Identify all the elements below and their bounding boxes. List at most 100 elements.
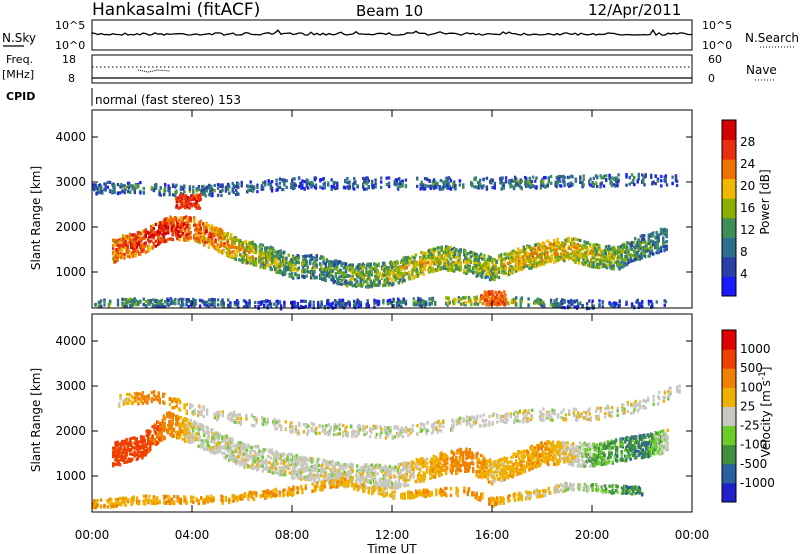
data-cell bbox=[198, 240, 201, 245]
data-cell bbox=[247, 254, 250, 259]
data-cell bbox=[452, 255, 456, 259]
nsky-trace bbox=[91, 28, 693, 37]
data-cell bbox=[309, 300, 312, 304]
data-cell bbox=[389, 271, 393, 275]
data-cell bbox=[501, 176, 504, 180]
data-cell bbox=[128, 186, 131, 190]
data-cell bbox=[98, 302, 102, 307]
data-cell bbox=[652, 234, 655, 238]
data-cell bbox=[521, 267, 524, 271]
data-cell bbox=[520, 179, 523, 183]
data-cell bbox=[457, 300, 460, 304]
data-cell bbox=[630, 243, 633, 247]
data-cell bbox=[542, 182, 545, 186]
data-cell bbox=[550, 248, 554, 253]
data-cell bbox=[192, 191, 195, 195]
data-cell bbox=[574, 179, 577, 183]
data-cell bbox=[269, 266, 272, 270]
data-cell bbox=[171, 193, 175, 197]
data-cell bbox=[187, 227, 190, 231]
data-cell bbox=[315, 263, 318, 267]
feature-cell bbox=[197, 198, 201, 202]
data-cell bbox=[142, 190, 145, 194]
data-cell bbox=[479, 252, 483, 256]
data-cell bbox=[417, 296, 420, 300]
data-cell bbox=[550, 245, 554, 249]
data-cell bbox=[119, 446, 123, 450]
data-cell bbox=[429, 256, 432, 260]
data-cell bbox=[181, 224, 185, 228]
data-cell bbox=[269, 184, 273, 188]
data-cell bbox=[571, 241, 574, 245]
data-cell bbox=[403, 279, 406, 283]
data-cell bbox=[333, 263, 336, 267]
data-cell bbox=[216, 183, 220, 187]
colorbar-tick-label: 4 bbox=[740, 267, 748, 281]
data-cell bbox=[144, 230, 147, 234]
data-cell bbox=[599, 185, 602, 189]
data-cell bbox=[361, 268, 365, 272]
data-cell bbox=[412, 303, 415, 307]
data-cell bbox=[137, 302, 140, 307]
data-cell bbox=[665, 228, 668, 232]
data-cell bbox=[104, 185, 107, 189]
data-cell bbox=[170, 227, 173, 231]
data-cell bbox=[123, 445, 126, 449]
feature-cell bbox=[186, 204, 189, 208]
data-cell bbox=[642, 180, 645, 184]
feature-cell bbox=[485, 292, 488, 296]
data-cell bbox=[549, 174, 553, 179]
data-cell bbox=[557, 258, 560, 262]
data-cell bbox=[557, 176, 561, 180]
data-cell bbox=[372, 184, 375, 188]
feature-cell bbox=[491, 299, 495, 303]
data-cell bbox=[403, 258, 406, 262]
data-cell bbox=[115, 454, 118, 458]
data-cell bbox=[578, 252, 582, 256]
data-cell bbox=[108, 301, 112, 305]
data-cell bbox=[121, 453, 124, 457]
data-cell bbox=[654, 174, 657, 178]
data-cell bbox=[167, 219, 170, 223]
data-cell bbox=[416, 274, 420, 278]
data-cell bbox=[464, 258, 467, 262]
data-cell bbox=[193, 220, 196, 224]
data-cell bbox=[546, 254, 549, 258]
data-cell bbox=[601, 305, 604, 309]
feature-cell bbox=[190, 194, 193, 198]
data-cell bbox=[353, 299, 356, 303]
data-cell bbox=[124, 455, 127, 460]
data-cell bbox=[564, 256, 567, 260]
data-cell bbox=[403, 267, 406, 271]
data-cell bbox=[626, 256, 629, 260]
data-cell bbox=[303, 186, 306, 190]
data-cell bbox=[116, 251, 119, 255]
data-cell bbox=[543, 305, 546, 309]
data-cell bbox=[216, 303, 220, 307]
data-cell bbox=[535, 265, 538, 269]
data-cell bbox=[422, 272, 425, 277]
data-cell bbox=[401, 280, 404, 284]
data-cell bbox=[622, 245, 626, 249]
data-cell bbox=[314, 183, 318, 187]
data-cell bbox=[495, 275, 498, 279]
data-cell bbox=[254, 257, 258, 261]
data-cell bbox=[634, 237, 637, 241]
data-cell bbox=[198, 304, 202, 308]
data-cell bbox=[113, 452, 116, 456]
y-tick-label: 2000 bbox=[55, 220, 86, 234]
data-cell bbox=[475, 295, 478, 299]
data-cell bbox=[485, 296, 489, 300]
data-cell bbox=[99, 305, 103, 309]
data-cell bbox=[556, 181, 559, 185]
data-cell bbox=[567, 253, 570, 257]
data-cell bbox=[471, 184, 474, 188]
data-cell bbox=[151, 302, 154, 306]
station-title: Hankasalmi (fitACF) bbox=[92, 0, 260, 20]
data-cell bbox=[201, 299, 204, 303]
data-cell bbox=[563, 175, 566, 180]
data-cell bbox=[135, 234, 138, 238]
data-cell bbox=[122, 455, 125, 459]
data-cell bbox=[285, 265, 288, 269]
data-cell bbox=[221, 232, 224, 236]
